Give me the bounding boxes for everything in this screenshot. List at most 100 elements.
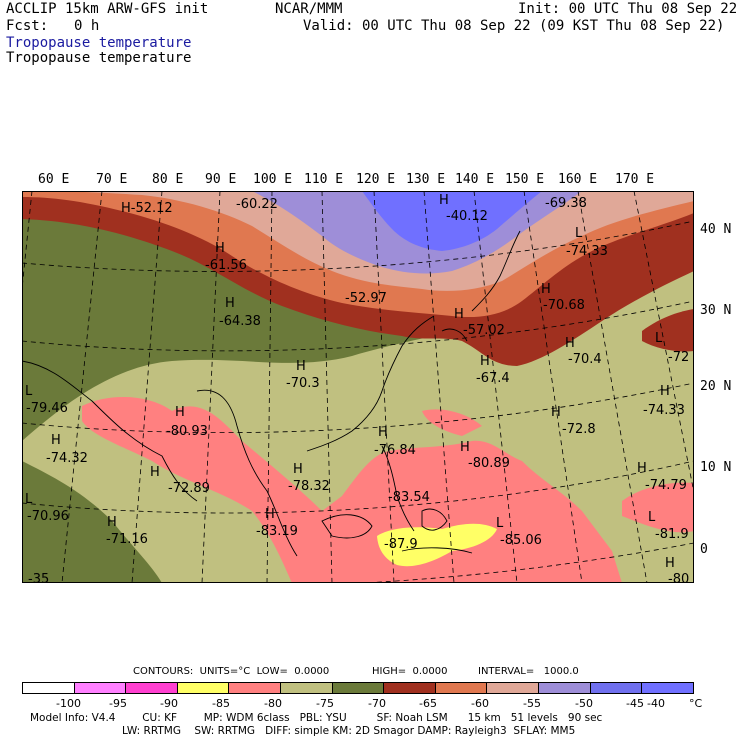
high-label: -72.8 — [562, 422, 596, 437]
high-label: H — [565, 336, 575, 351]
legend-swatch — [384, 683, 436, 693]
low-label: L — [496, 516, 504, 531]
high-label: -80.93 — [166, 424, 208, 439]
lat-label: 40 N — [700, 222, 732, 237]
lon-label: 130 E — [406, 172, 446, 187]
high-label: -40.12 — [446, 209, 488, 224]
legend-swatch — [332, 683, 385, 693]
high-label: -80.89 — [468, 456, 510, 471]
legend-tick: -85 — [212, 697, 230, 710]
high-label: H — [175, 405, 185, 420]
legend-tick: -60 — [471, 697, 489, 710]
lat-label: 20 N — [700, 379, 732, 394]
high-label: -74.33 — [643, 403, 685, 418]
low-label: -74.33 — [566, 244, 608, 259]
high-label: H — [378, 425, 388, 440]
high-label: H — [551, 405, 561, 420]
low-label: -79.46 — [26, 401, 68, 416]
model-info-line1: Model Info: V4.4 CU: KF MP: WDM 6class P… — [30, 712, 603, 724]
high-label: H — [265, 507, 275, 522]
high-label: -78.32 — [288, 479, 330, 494]
legend-swatch — [590, 683, 643, 693]
band-olive — [22, 461, 162, 583]
low-label: -70.96 — [27, 509, 69, 524]
lon-label: 170 E — [615, 172, 655, 187]
legend-swatch — [229, 683, 282, 693]
legend-tick: -55 — [523, 697, 541, 710]
lon-label: 80 E — [152, 172, 184, 187]
high-label: H — [660, 384, 670, 399]
high-label: -83.54 — [388, 490, 430, 505]
lon-label: 110 E — [304, 172, 344, 187]
field-title-secondary: Tropopause temperature — [6, 50, 192, 66]
legend-unit: °C — [689, 697, 703, 710]
high-label: H — [439, 193, 449, 208]
legend-swatch — [487, 683, 540, 693]
coastline — [22, 230, 521, 557]
lon-label: 90 E — [205, 172, 237, 187]
contour-units: CONTOURS: UNITS=°C LOW= 0.0000 — [133, 666, 330, 677]
low-label: L — [655, 331, 663, 346]
legend-swatch — [74, 683, 127, 693]
contour-interval: INTERVAL= 1000.0 — [478, 666, 579, 677]
high-label: -61.56 — [205, 258, 247, 273]
lat-label: 0 — [700, 542, 708, 557]
model-info-line2: LW: RRTMG SW: RRTMG DIFF: simple KM: 2D … — [122, 725, 576, 737]
high-label: H — [637, 461, 647, 476]
high-label: H — [480, 354, 490, 369]
band-darkred — [642, 309, 694, 352]
legend-swatch — [435, 683, 488, 693]
valid-time: Valid: 00 UTC Thu 08 Sep 22 (09 KST Thu … — [303, 18, 725, 34]
lon-label: 100 E — [253, 172, 293, 187]
high-label: -80 — [668, 572, 690, 587]
high-label: -52.97 — [345, 291, 387, 306]
lon-label: 150 E — [505, 172, 545, 187]
high-label: -64.38 — [219, 314, 261, 329]
low-label: -72 — [668, 350, 690, 365]
low-label: L — [25, 384, 33, 399]
low-label: L — [575, 226, 583, 241]
high-label: H — [225, 296, 235, 311]
high-label: H — [454, 307, 464, 322]
legend-tick: -80 — [264, 697, 282, 710]
legend-tick: -75 — [316, 697, 334, 710]
band-blue — [362, 191, 542, 251]
high-label: H — [665, 556, 675, 571]
contour-high: HIGH= 0.0000 — [372, 666, 448, 677]
high-label: H — [460, 440, 470, 455]
forecast-hour: 0 h — [74, 18, 100, 34]
high-label: H — [541, 282, 551, 297]
legend-tick: -90 — [160, 697, 178, 710]
lon-label: 70 E — [96, 172, 128, 187]
band-yellow — [377, 523, 497, 567]
high-label: -74.32 — [46, 451, 88, 466]
forecast-label: Fcst: — [6, 18, 49, 34]
high-label: H — [293, 462, 303, 477]
high-label: H — [51, 433, 61, 448]
high-label: -74.79 — [645, 478, 687, 493]
high-label: -76.84 — [374, 443, 416, 458]
high-label: -60.22 — [236, 197, 278, 212]
legend-tick: -95 — [109, 697, 127, 710]
high-label: H — [150, 465, 160, 480]
legend-swatch — [281, 683, 333, 693]
legend-tick: -70 — [368, 697, 386, 710]
legend-swatch — [23, 683, 75, 693]
high-label: -57.02 — [463, 323, 505, 338]
low-label: -87.9 — [384, 537, 418, 552]
init-time: Init: 00 UTC Thu 08 Sep 22 — [518, 1, 738, 17]
high-label: -67.4 — [476, 371, 510, 386]
lat-label: 10 N — [700, 460, 732, 475]
low-label: L — [648, 510, 656, 525]
tropopause-temperature-map — [22, 191, 694, 583]
legend-tick: -100 — [56, 697, 81, 710]
organization: NCAR/MMM — [275, 1, 343, 17]
low-label: -85.06 — [500, 533, 542, 548]
legend-tick: -65 — [419, 697, 437, 710]
graticule — [22, 191, 694, 583]
band-pink — [622, 482, 694, 533]
high-label: -72.89 — [168, 481, 210, 496]
low-label: -35 — [28, 572, 50, 587]
lat-label: 30 N — [700, 303, 732, 318]
legend-swatch — [177, 683, 230, 693]
